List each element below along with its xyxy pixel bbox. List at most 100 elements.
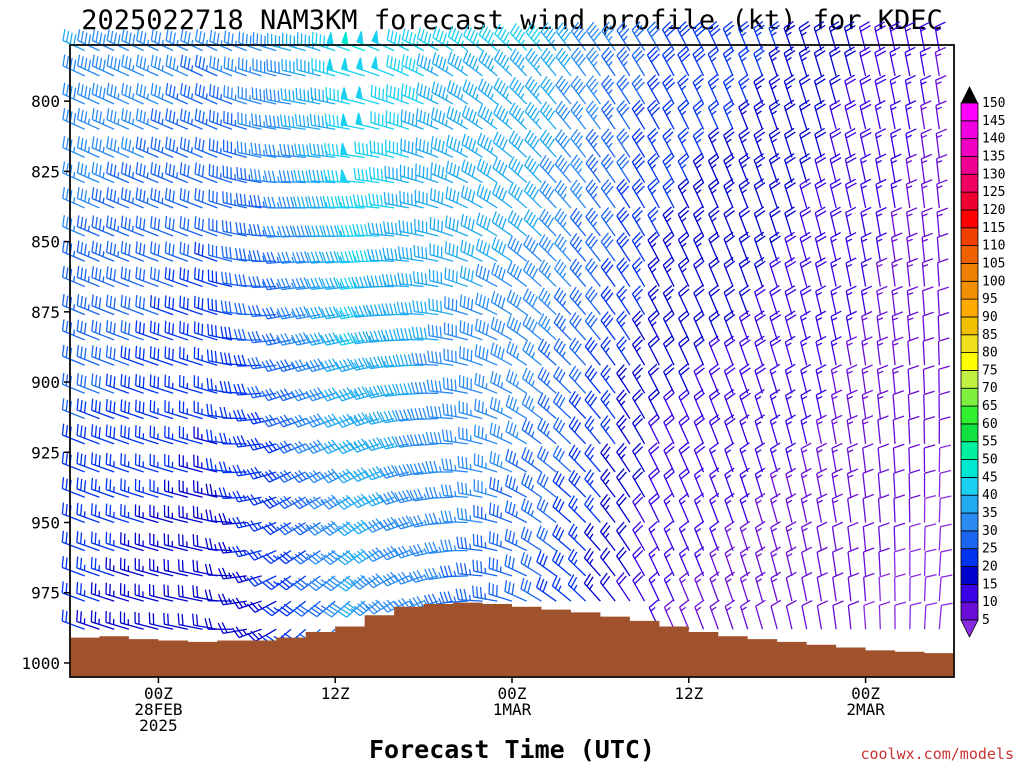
barb-feather: [106, 136, 110, 148]
barb-feather: [480, 561, 483, 573]
barb-feather: [376, 194, 379, 206]
wind-barb: [395, 354, 424, 367]
wind-barb: [261, 495, 292, 509]
barb-feather: [198, 138, 201, 150]
barb-feather: [172, 323, 175, 335]
wind-barb: [489, 422, 513, 445]
wind-barb: [461, 159, 483, 184]
barb-feather: [62, 136, 66, 148]
barb-staff: [62, 355, 85, 366]
barb-feather: [590, 264, 598, 275]
barb-feather: [649, 131, 659, 141]
wind-barb: [631, 363, 646, 394]
barb-feather: [647, 127, 657, 137]
barb-feather: [76, 531, 79, 543]
barb-feather: [631, 128, 641, 138]
barb-feather: [508, 130, 515, 142]
barb-feather: [509, 76, 516, 88]
barb-feather: [139, 268, 142, 280]
wind-barb: [416, 53, 439, 77]
barb-feather: [442, 377, 445, 389]
barb-half-feather: [228, 572, 232, 579]
barb-half-feather: [531, 431, 535, 437]
barb-feather: [406, 408, 413, 421]
barb-half-feather: [262, 201, 265, 208]
barb-feather: [109, 242, 113, 254]
barb-feather: [426, 167, 429, 179]
barb-feather: [110, 56, 114, 68]
barb-feather: [315, 225, 320, 237]
barb-feather: [244, 142, 247, 155]
barb-feather: [76, 108, 80, 120]
barb-feather: [586, 418, 595, 429]
wind-barb: [266, 59, 292, 77]
wind-barb: [340, 142, 365, 158]
barb-feather: [571, 393, 579, 405]
barb-half-feather: [562, 221, 567, 228]
barb-feather: [305, 361, 313, 372]
barb-half-feather: [102, 118, 105, 125]
barb-feather: [250, 412, 258, 424]
wind-barb: [76, 398, 100, 420]
barb-half-feather: [577, 193, 582, 199]
barb-feather: [504, 528, 508, 541]
wind-barb: [340, 58, 365, 77]
barb-feather: [113, 427, 116, 439]
barb-feather: [545, 107, 553, 118]
barb-feather: [512, 452, 517, 465]
wind-barb: [429, 217, 454, 237]
barb-feather: [569, 233, 578, 244]
barb-feather: [376, 385, 383, 396]
barb-feather: [516, 296, 522, 308]
barb-feather: [169, 30, 173, 43]
barb-feather: [331, 143, 335, 156]
barb-half-feather: [438, 597, 442, 604]
barb-feather: [599, 547, 608, 558]
wind-barb: [309, 113, 336, 130]
barb-feather: [319, 34, 322, 46]
barb-half-feather: [592, 142, 598, 149]
wind-barb: [105, 266, 130, 288]
barb-half-feather: [635, 217, 641, 223]
wind-barb: [105, 373, 130, 394]
barb-feather: [603, 235, 612, 246]
barb-feather: [466, 323, 470, 335]
barb-feather: [265, 88, 269, 100]
barb-feather: [585, 100, 594, 111]
barb-feather: [507, 235, 513, 247]
barb-feather: [445, 186, 449, 199]
barb-feather: [511, 503, 516, 516]
barb-feather: [290, 170, 295, 183]
barb-feather: [368, 166, 372, 179]
barb-pennant: [340, 169, 348, 182]
wind-barb: [76, 108, 100, 130]
barb-feather: [268, 521, 278, 531]
barb-feather: [428, 513, 434, 525]
barb-feather: [572, 182, 581, 193]
barb-staff: [149, 569, 174, 577]
wind-barb: [179, 162, 203, 184]
barb-feather: [197, 297, 200, 309]
wind-barb: [218, 487, 247, 500]
wind-barb: [62, 215, 85, 237]
barb-feather: [401, 597, 410, 608]
barb-feather: [400, 302, 405, 314]
barb-feather: [235, 597, 244, 608]
barb-feather: [586, 446, 595, 458]
wind-barb: [493, 49, 513, 77]
barb-feather: [560, 28, 569, 39]
barb-feather: [262, 608, 273, 617]
wind-barb: [105, 319, 130, 341]
barb-staff: [646, 54, 660, 77]
barb-feather: [397, 517, 405, 529]
barb-feather: [518, 31, 526, 43]
barb-feather: [313, 114, 317, 126]
wind-barb: [91, 345, 115, 366]
barb-feather: [350, 608, 361, 617]
barb-feather: [529, 161, 537, 172]
wind-barb: [134, 611, 159, 630]
barb-half-feather: [592, 89, 598, 95]
barb-feather: [120, 453, 123, 465]
barb-half-feather: [620, 425, 626, 431]
wind-barb: [235, 193, 262, 209]
